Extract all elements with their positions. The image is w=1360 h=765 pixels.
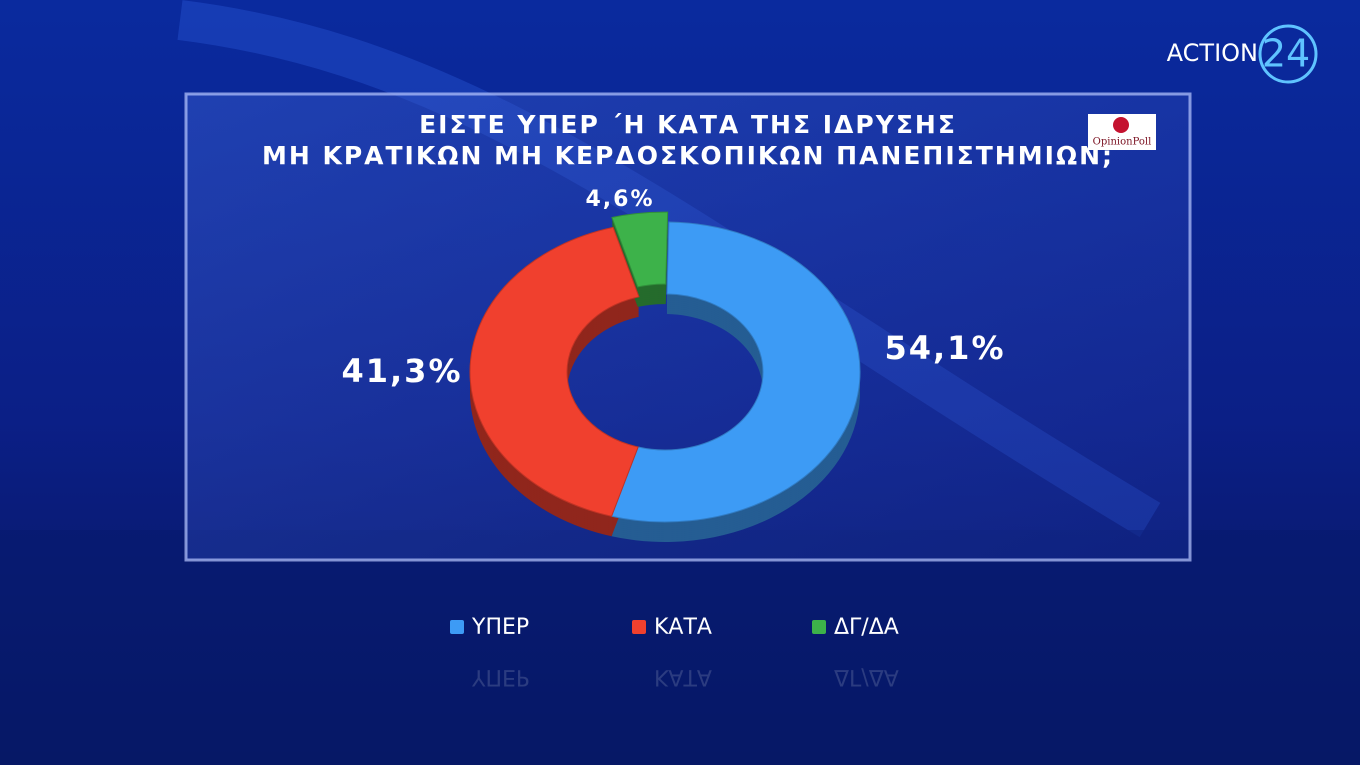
slice	[469, 226, 640, 517]
legend-swatch	[632, 620, 646, 634]
slice	[611, 211, 669, 288]
channel-number: 24	[1262, 32, 1310, 76]
channel-ring	[1258, 24, 1318, 84]
legend-label: ΚΑΤΑ	[654, 615, 712, 640]
pollster-name: OpinionPoll	[1093, 137, 1152, 148]
channel-name: ACTION	[1167, 39, 1258, 67]
data-label: 41,3%	[341, 352, 462, 390]
data-label: 54,1%	[884, 329, 1005, 367]
chart-title: ΕΙΣΤΕ ΥΠΕΡ ΄Η ΚΑΤΑ ΤΗΣ ΙΔΡΥΣΗΣ	[419, 110, 957, 139]
legend-label: ΥΠΕΡ	[471, 615, 529, 640]
data-label: 4,6%	[585, 187, 654, 212]
legend-label: ΔΓ/ΔΑ	[834, 615, 899, 640]
legend-swatch	[450, 620, 464, 634]
floor	[0, 530, 1360, 765]
pollster-icon	[1113, 117, 1129, 133]
legend-reflection: ΔΓ/ΔΑ	[834, 664, 899, 689]
legend-swatch	[812, 620, 826, 634]
legend-reflection: ΚΑΤΑ	[654, 664, 712, 689]
legend-reflection: ΥΠΕΡ	[471, 664, 529, 689]
chart-title: ΜΗ ΚΡΑΤΙΚΩΝ ΜΗ ΚΕΡΔΟΣΚΟΠΙΚΩΝ ΠΑΝΕΠΙΣΤΗΜΙ…	[262, 141, 1114, 170]
slice	[610, 221, 861, 523]
